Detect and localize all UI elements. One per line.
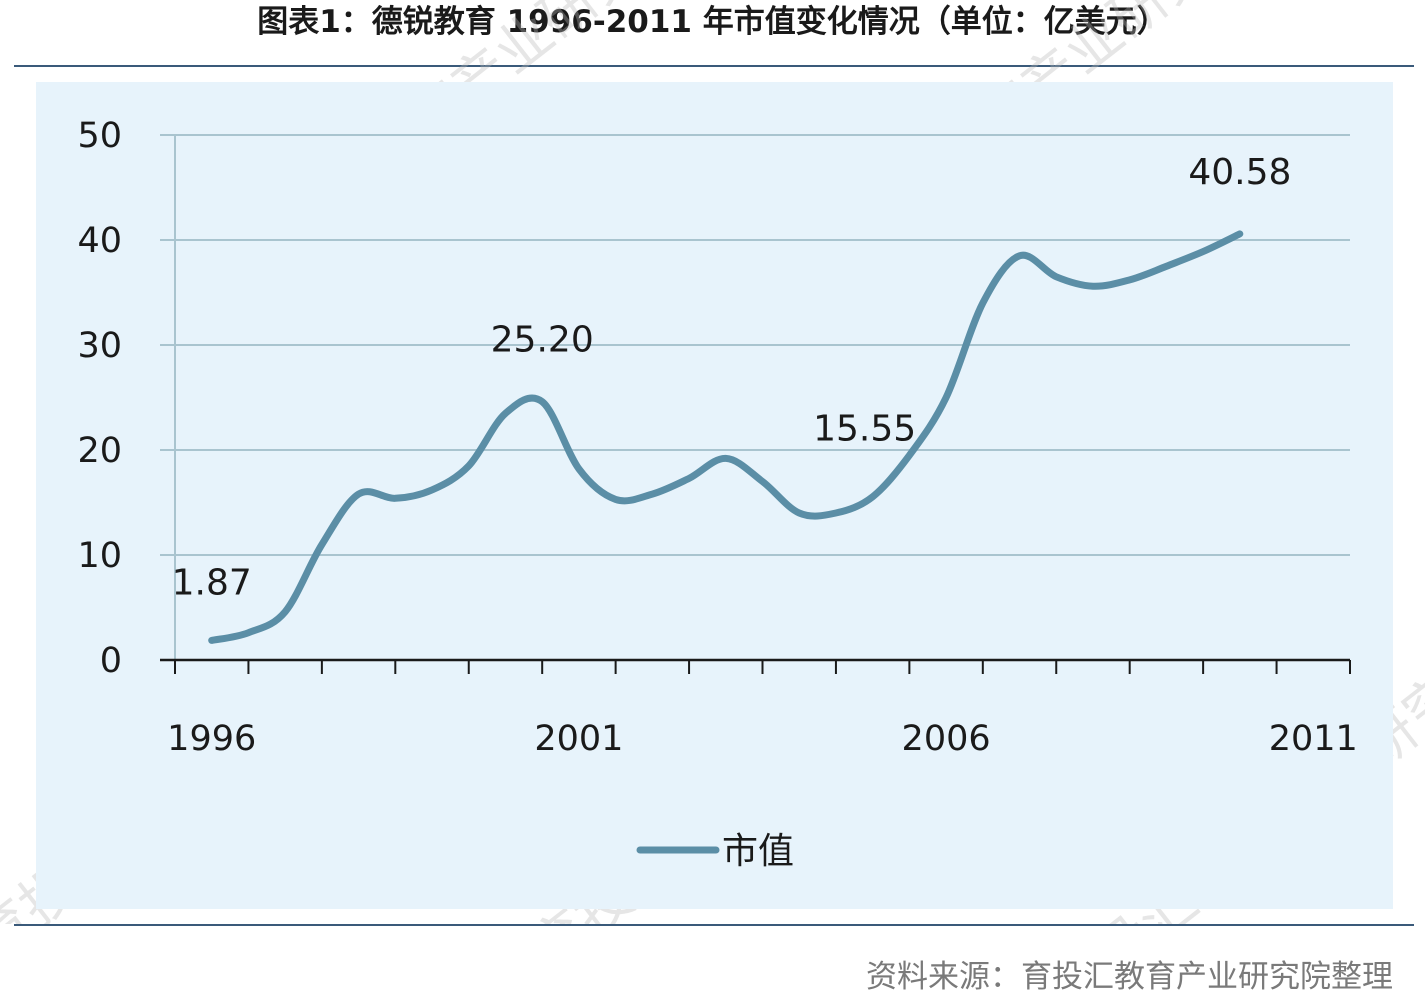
line-chart: 育投汇教育产业研究院育投汇教育产业研究院育投汇教育产业研究院育投汇教育产业研究院… bbox=[0, 0, 1425, 924]
series-line-market-value bbox=[208, 230, 1244, 644]
data-label: 40.58 bbox=[1188, 152, 1291, 193]
y-tick-label: 40 bbox=[77, 221, 122, 261]
legend-label: 市值 bbox=[722, 831, 794, 872]
x-tick-label: 2006 bbox=[902, 719, 991, 759]
y-tick-label: 30 bbox=[77, 326, 122, 366]
source-note: 资料来源：育投汇教育产业研究院整理 bbox=[866, 959, 1393, 995]
y-tick-label: 10 bbox=[77, 536, 122, 576]
chart-title: 图表1：德锐教育 1996-2011 年市值变化情况（单位：亿美元） bbox=[257, 4, 1168, 40]
top-rule bbox=[14, 65, 1414, 67]
bottom-rule bbox=[14, 924, 1414, 926]
plot-area-background bbox=[36, 82, 1393, 909]
x-tick-label: 2001 bbox=[534, 719, 623, 759]
data-label: 1.87 bbox=[172, 562, 252, 603]
y-tick-label: 20 bbox=[77, 431, 122, 471]
y-tick-label: 50 bbox=[77, 116, 122, 156]
data-label: 25.20 bbox=[491, 320, 594, 361]
x-tick-label: 1996 bbox=[167, 719, 256, 759]
data-label: 15.55 bbox=[813, 409, 916, 450]
y-tick-label: 0 bbox=[100, 641, 122, 681]
x-tick-label: 2011 bbox=[1269, 719, 1358, 759]
